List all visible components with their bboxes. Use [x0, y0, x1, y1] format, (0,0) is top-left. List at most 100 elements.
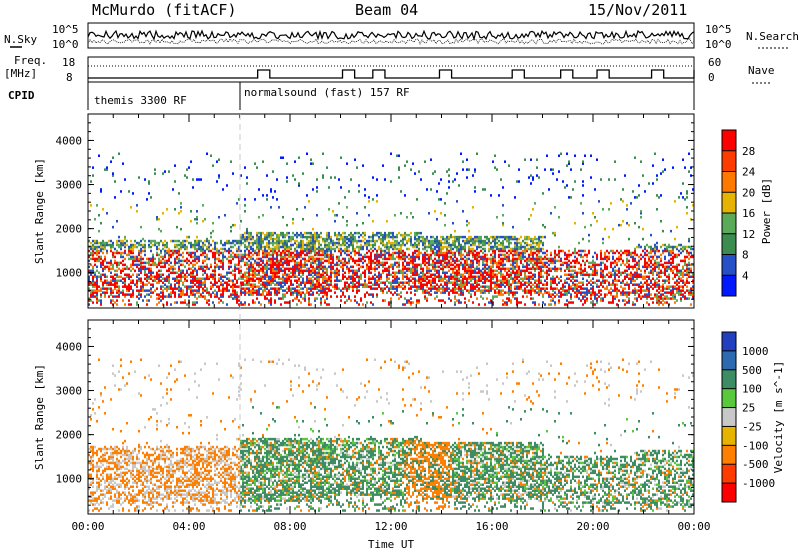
power-pixel	[202, 251, 204, 255]
power-pixel	[190, 289, 192, 292]
power-pixel	[244, 271, 246, 275]
power-pixel	[334, 271, 336, 275]
power-pixel	[130, 287, 132, 290]
power-pixel	[384, 299, 386, 302]
power-pixel	[512, 279, 514, 282]
power-pixel	[462, 283, 464, 286]
power-pixel	[272, 243, 274, 247]
power-pixel	[522, 239, 524, 243]
power-pixel	[436, 259, 438, 263]
power-pixel	[434, 297, 436, 300]
power-pixel	[258, 241, 260, 245]
power-pixel	[522, 265, 524, 269]
power-pixel	[244, 275, 246, 279]
power-pixel	[158, 273, 160, 277]
power-pixel	[296, 269, 298, 273]
power-pixel	[432, 172, 434, 175]
power-pixel	[174, 251, 176, 255]
power-pixel	[468, 275, 470, 279]
power-pixel	[508, 249, 510, 253]
power-pixel	[536, 255, 538, 259]
power-pixel	[446, 283, 448, 286]
power-pixel	[100, 257, 102, 261]
power-pixel	[308, 251, 310, 255]
power-pixel	[376, 275, 378, 279]
power-pixel	[402, 269, 404, 273]
power-pixel	[468, 247, 470, 251]
power-pixel	[482, 275, 484, 279]
power-pixel	[302, 251, 304, 255]
power-pixel	[226, 241, 228, 245]
power-pixel	[122, 255, 124, 259]
power-pixel	[496, 237, 498, 241]
power-pixel	[344, 231, 346, 235]
power-pixel	[426, 289, 428, 292]
power-pixel	[392, 275, 394, 279]
power-pixel	[474, 237, 476, 241]
power-pixel	[162, 273, 164, 277]
power-pixel	[452, 221, 454, 225]
power-pixel	[550, 259, 552, 263]
power-pixel	[118, 239, 120, 243]
power-pixel	[428, 259, 430, 263]
power-pixel	[376, 194, 378, 197]
power-pixel	[556, 178, 558, 181]
power-pixel	[168, 251, 170, 255]
power-pixel	[546, 287, 548, 290]
power-pixel	[510, 235, 512, 239]
power-pixel	[472, 301, 474, 304]
power-pixel	[516, 269, 518, 273]
power-pixel	[386, 267, 388, 271]
power-pixel	[442, 263, 444, 267]
power-pixel	[142, 243, 144, 247]
power-pixel	[288, 275, 290, 279]
power-pixel	[386, 243, 388, 247]
power-pixel	[472, 243, 474, 247]
power-pixel	[272, 257, 274, 261]
power-pixel	[452, 287, 454, 290]
power-pixel	[248, 289, 250, 292]
power-pixel	[456, 271, 458, 275]
power-pixel	[198, 279, 200, 282]
power-pixel	[242, 233, 244, 237]
power-pixel	[256, 241, 258, 245]
power-pixel	[162, 172, 164, 175]
power-pixel	[284, 273, 286, 277]
power-pixel	[556, 269, 558, 273]
power-pixel	[470, 273, 472, 277]
power-pixel	[554, 269, 556, 273]
power-pixel	[108, 269, 110, 273]
power-pixel	[228, 295, 230, 298]
power-pixel	[248, 265, 250, 269]
power-pixel	[530, 297, 532, 300]
power-pixel	[432, 263, 434, 267]
power-pixel	[286, 180, 288, 183]
power-pixel	[434, 265, 436, 269]
power-pixel	[504, 277, 506, 281]
power-pixel	[178, 253, 180, 257]
power-pixel	[166, 279, 168, 282]
power-pixel	[330, 253, 332, 257]
power-pixel	[394, 235, 396, 239]
power-pixel	[272, 269, 274, 273]
power-pixel	[294, 297, 296, 300]
power-pixel	[532, 253, 534, 257]
power-pixel	[220, 273, 222, 277]
power-pixel	[244, 251, 246, 255]
power-pixel	[470, 239, 472, 243]
power-pixel	[174, 267, 176, 271]
power-pixel	[380, 239, 382, 243]
power-pixel	[458, 265, 460, 269]
power-pixel	[266, 269, 268, 273]
power-pixel	[286, 253, 288, 257]
power-pixel	[468, 237, 470, 241]
power-pixel	[284, 269, 286, 273]
nsky-tick-hi: 10^5	[52, 23, 79, 36]
power-pixel	[356, 241, 358, 245]
power-pixel	[518, 245, 520, 249]
power-pixel	[148, 269, 150, 273]
power-pixel	[196, 210, 198, 213]
power-pixel	[416, 269, 418, 273]
power-pixel	[504, 303, 506, 306]
power-pixel	[144, 265, 146, 269]
